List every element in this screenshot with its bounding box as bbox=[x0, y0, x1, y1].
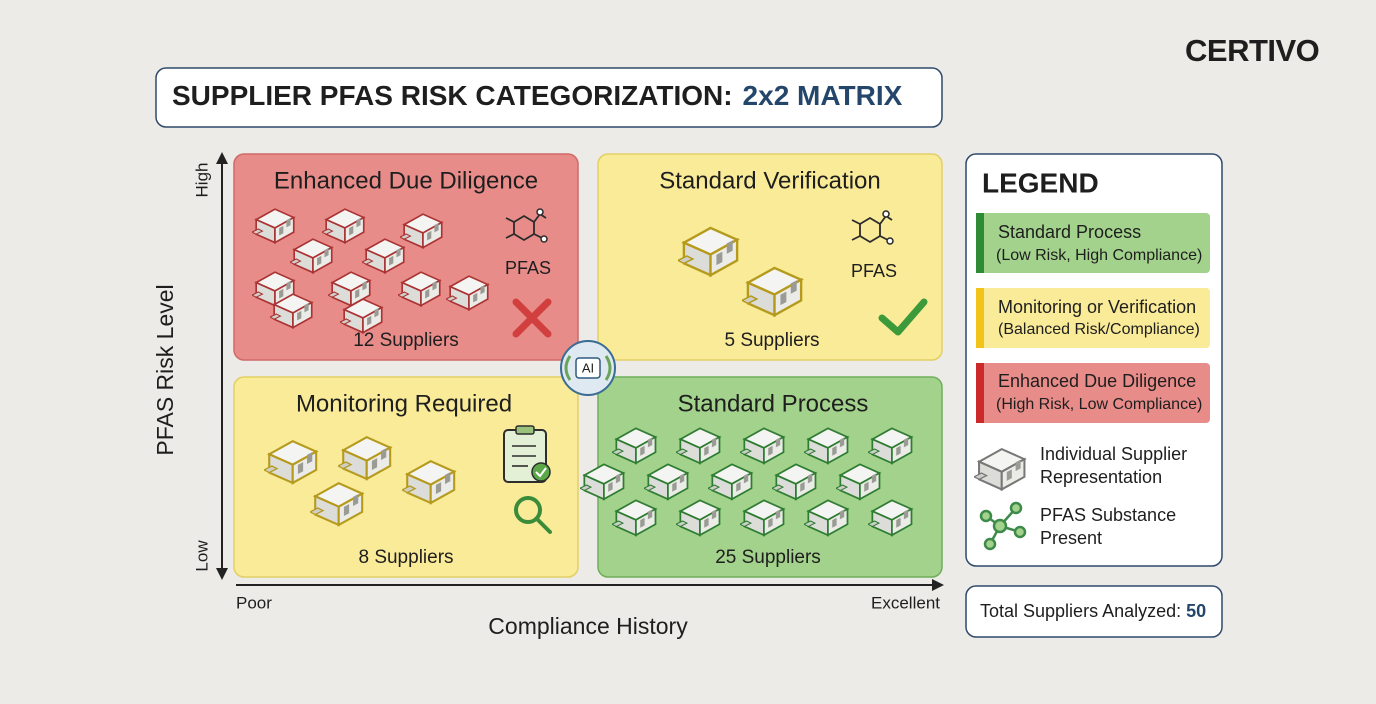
title-box bbox=[155, 67, 943, 128]
check-icon bbox=[878, 298, 928, 336]
quadrant-title: Enhanced Due Diligence bbox=[274, 167, 538, 194]
legend-item-title: Enhanced Due Diligence bbox=[998, 371, 1196, 391]
quadrant-monitoring bbox=[233, 376, 579, 578]
quadrant-count: 12 Suppliers bbox=[353, 330, 459, 351]
x-high: Excellent bbox=[871, 593, 940, 612]
ai-label: AI bbox=[582, 360, 594, 375]
y-low: Low bbox=[192, 540, 211, 572]
legend-symbol-text: Representation bbox=[1040, 467, 1162, 487]
quadrant-count: 25 Suppliers bbox=[715, 547, 821, 568]
brand-logo: CERTIVO bbox=[1185, 33, 1319, 68]
legend-swatch bbox=[976, 288, 1210, 348]
title: SUPPLIER PFAS RISK CATEGORIZATION: 2x2 MA… bbox=[172, 80, 903, 111]
legend: LEGEND Standard Process (Low Risk, High … bbox=[965, 153, 1223, 567]
title-main: SUPPLIER PFAS RISK CATEGORIZATION: bbox=[172, 80, 733, 111]
y-high: High bbox=[192, 163, 211, 198]
total-value: 50 bbox=[1186, 601, 1206, 621]
total-label: Total Suppliers Analyzed: bbox=[980, 601, 1181, 621]
legend-swatch bbox=[976, 363, 1210, 423]
legend-item-subtitle: (Low Risk, High Compliance) bbox=[996, 247, 1202, 264]
legend-symbol-text: Individual Supplier bbox=[1040, 444, 1187, 464]
x-axis-label: Compliance History bbox=[488, 613, 688, 639]
quadrant-title: Standard Verification bbox=[659, 167, 880, 194]
quadrant-title: Standard Process bbox=[678, 390, 869, 417]
clipboard-icon bbox=[503, 425, 551, 483]
axes: High Low PFAS Risk Level Poor Excellent … bbox=[152, 152, 944, 639]
legend-symbol-text: PFAS Substance bbox=[1040, 505, 1176, 525]
legend-item-subtitle: (High Risk, Low Compliance) bbox=[996, 396, 1202, 413]
x-low: Poor bbox=[236, 593, 272, 612]
quadrants: Enhanced Due Diligence Standard Verifica… bbox=[233, 153, 943, 578]
legend-item-subtitle: (Balanced Risk/Compliance) bbox=[998, 321, 1200, 338]
x-icon bbox=[512, 298, 552, 338]
quadrant-count: 5 Suppliers bbox=[724, 330, 819, 351]
quadrant-verification bbox=[597, 153, 943, 361]
legend-symbol-text: Present bbox=[1040, 528, 1102, 548]
quadrant-title: Monitoring Required bbox=[296, 390, 512, 417]
total-box bbox=[965, 585, 1223, 638]
title-accent: 2x2 MATRIX bbox=[743, 80, 903, 111]
magnifier-icon bbox=[514, 496, 552, 534]
quadrant-count: 8 Suppliers bbox=[358, 547, 453, 568]
total-text: Total Suppliers Analyzed: 50 bbox=[980, 601, 1206, 621]
ai-hub: AI bbox=[560, 340, 616, 396]
pfas-label: PFAS bbox=[851, 261, 897, 281]
legend-pfas-icon bbox=[979, 501, 1027, 551]
pfas-label: PFAS bbox=[505, 258, 551, 278]
legend-title: LEGEND bbox=[982, 167, 1099, 198]
y-axis-label: PFAS Risk Level bbox=[152, 284, 178, 455]
legend-swatch bbox=[976, 213, 1210, 273]
legend-item-title: Monitoring or Verification bbox=[998, 297, 1196, 317]
legend-item-title: Standard Process bbox=[998, 222, 1141, 242]
quadrant-high-risk bbox=[233, 153, 579, 361]
